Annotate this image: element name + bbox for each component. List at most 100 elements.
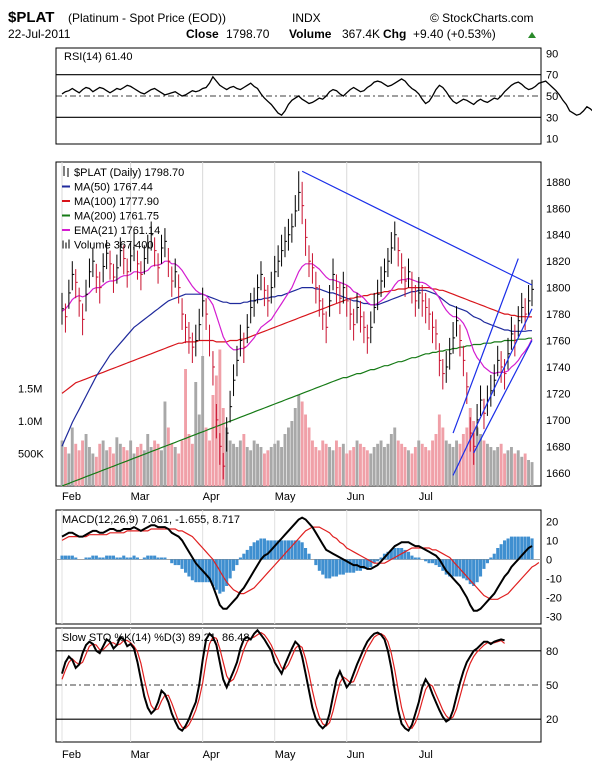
price-tick-label: 1840 <box>546 230 570 242</box>
volume-bar <box>112 453 115 486</box>
macd-histogram-bar <box>105 555 109 560</box>
macd-histogram-bar <box>111 555 115 560</box>
legend-swatch <box>62 240 64 249</box>
volume-bar <box>379 440 383 486</box>
rsi-tick-label: 10 <box>546 134 558 146</box>
sto-tick-label: 80 <box>546 646 558 658</box>
up-triangle-icon <box>528 32 536 38</box>
macd-histogram-bar <box>101 557 105 560</box>
macd-histogram-bar <box>341 559 345 575</box>
macd-histogram-bar <box>475 559 479 583</box>
macd-histogram-bar <box>187 559 191 577</box>
volume-bar <box>461 434 465 486</box>
volume-bar <box>225 427 229 486</box>
legend-entry: EMA(21) 1761.14 <box>74 225 160 237</box>
volume-bar <box>403 447 407 486</box>
macd-histogram-bar <box>448 559 452 577</box>
macd-line <box>61 516 533 612</box>
macd-histogram-bar <box>208 559 212 583</box>
rsi-tick-label: 90 <box>546 48 558 60</box>
volume-bar <box>184 369 187 486</box>
price-tick-label: 1800 <box>546 283 570 295</box>
volume-bar <box>125 450 129 487</box>
volume-bar <box>335 440 338 486</box>
volume-bar <box>386 443 390 487</box>
macd-histogram-bar <box>496 548 500 560</box>
volume-bar <box>156 443 160 487</box>
macd-histogram-bar <box>249 546 253 560</box>
volume-bar <box>280 447 283 486</box>
volume-bar <box>424 447 428 486</box>
price-tick-label: 1860 <box>546 203 570 215</box>
volume-bar <box>81 440 84 486</box>
volume-bar <box>496 447 500 486</box>
macd-histogram-bar <box>369 559 373 567</box>
volume-bar <box>259 447 263 486</box>
macd-histogram-bar <box>98 557 102 560</box>
volume-bar <box>221 408 225 486</box>
volume-tick-label: 1.5M <box>18 384 42 396</box>
volume-bar <box>153 440 157 486</box>
rsi-legend: RSI(14) 61.40 <box>64 51 132 63</box>
macd-histogram-bar <box>417 557 421 560</box>
macd-histogram-bar <box>509 536 513 560</box>
macd-histogram-bar <box>118 557 122 560</box>
volume-bar <box>142 450 146 487</box>
volume-bar <box>458 443 462 487</box>
sto-legend: Slow STO %K(14) %D(3) 89.21, 86.48 <box>62 632 250 644</box>
volume-bar <box>389 434 393 486</box>
price-tick-label: 1760 <box>546 336 570 348</box>
volume-bar <box>307 427 311 486</box>
volume-bar <box>269 447 273 486</box>
volume-bar <box>341 443 345 487</box>
volume-bar <box>293 408 297 486</box>
volume-bar <box>311 440 314 486</box>
exchange-label: INDX <box>292 11 321 25</box>
macd-histogram-bar <box>506 538 510 560</box>
macd-histogram-bar <box>523 536 527 560</box>
volume-bar <box>187 434 191 486</box>
volume-bar <box>352 447 356 486</box>
macd-tick-label: -30 <box>546 611 562 623</box>
volume-bar <box>475 427 479 486</box>
volume-bar <box>523 453 527 486</box>
macd-histogram-bar <box>468 559 472 585</box>
volume-bar <box>499 443 503 487</box>
volume-bar <box>317 450 321 487</box>
volume-bar <box>444 440 448 486</box>
x-tick-label-bottom: Jul <box>419 749 433 761</box>
macd-histogram-bar <box>190 559 194 581</box>
volume-bar <box>492 450 496 487</box>
volume-bar <box>108 447 112 486</box>
volume-bar <box>263 453 266 486</box>
macd-histogram-bar <box>266 540 270 560</box>
macd-histogram-bar <box>365 559 369 569</box>
macd-histogram-bar <box>242 553 246 560</box>
macd-histogram-bar <box>235 559 239 566</box>
volume-bar <box>451 447 455 486</box>
volume-bar <box>173 447 177 486</box>
price-layer: 500K 1.0M 1.5M 1660 1680 1700 1720 1740 1760 1780… <box>18 162 570 487</box>
volume-bar <box>115 437 119 487</box>
volume-bar <box>208 440 211 486</box>
macd-histogram-bar <box>300 542 304 560</box>
macd-histogram-bar <box>407 551 411 560</box>
volume-bar <box>376 443 380 487</box>
macd-histogram-bar <box>499 544 503 560</box>
brand-label[interactable]: © StockCharts.com <box>430 11 534 25</box>
macd-histogram-bar <box>290 540 294 560</box>
volume-bar <box>228 440 232 486</box>
macd-histogram-bar <box>74 557 78 560</box>
volume-bar <box>211 395 215 486</box>
volume-bar <box>355 440 359 486</box>
volume-tick-label: 500K <box>18 449 44 461</box>
volume-bar <box>74 443 78 487</box>
volume-bar <box>441 427 445 486</box>
legend-swatch <box>65 242 67 249</box>
volume-bar <box>276 440 280 486</box>
trendline-channel-lower <box>452 308 533 476</box>
legend-entry: MA(50) 1767.44 <box>74 182 153 194</box>
macd-histogram-bar <box>262 538 266 560</box>
volume-bar <box>465 427 469 486</box>
